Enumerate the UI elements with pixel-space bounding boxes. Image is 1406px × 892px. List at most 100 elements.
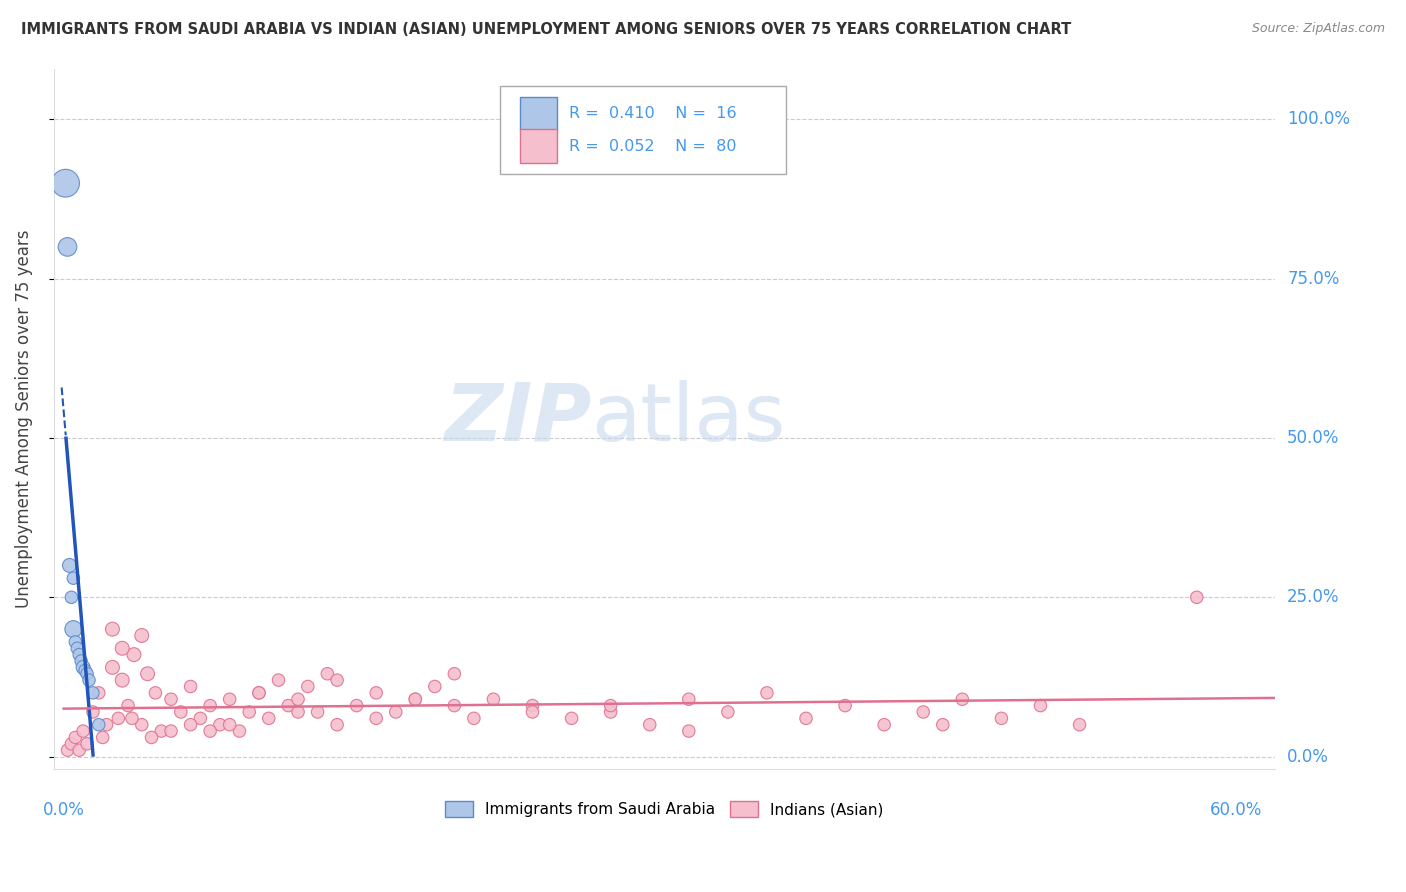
Point — [346, 698, 368, 713]
Point — [218, 717, 240, 731]
Point — [77, 673, 100, 687]
Point — [65, 635, 87, 649]
Point — [990, 711, 1012, 725]
Text: 25.0%: 25.0% — [1286, 589, 1340, 607]
Point — [60, 737, 83, 751]
Point — [717, 705, 740, 719]
Point — [121, 711, 143, 725]
Text: Source: ZipAtlas.com: Source: ZipAtlas.com — [1251, 22, 1385, 36]
Point — [70, 654, 93, 668]
Point — [72, 724, 94, 739]
Point — [316, 666, 339, 681]
Point — [443, 666, 465, 681]
Point — [307, 705, 329, 719]
Point — [794, 711, 817, 725]
Point — [160, 724, 183, 739]
Point — [111, 641, 134, 656]
Point — [678, 692, 700, 706]
Point — [136, 666, 159, 681]
Point — [111, 673, 134, 687]
Point — [150, 724, 173, 739]
Point — [599, 698, 621, 713]
Point — [107, 711, 129, 725]
FancyBboxPatch shape — [520, 129, 557, 163]
Point — [1029, 698, 1052, 713]
Point — [190, 711, 212, 725]
Y-axis label: Unemployment Among Seniors over 75 years: Unemployment Among Seniors over 75 years — [15, 229, 32, 608]
Point — [755, 686, 778, 700]
Point — [834, 698, 856, 713]
Point — [131, 717, 153, 731]
Point — [443, 698, 465, 713]
Point — [56, 240, 79, 254]
Point — [287, 692, 309, 706]
Text: IMMIGRANTS FROM SAUDI ARABIA VS INDIAN (ASIAN) UNEMPLOYMENT AMONG SENIORS OVER 7: IMMIGRANTS FROM SAUDI ARABIA VS INDIAN (… — [21, 22, 1071, 37]
Text: atlas: atlas — [591, 380, 786, 458]
Point — [1069, 717, 1091, 731]
Point — [76, 737, 98, 751]
Point — [67, 648, 90, 662]
Point — [117, 698, 139, 713]
Point — [122, 648, 145, 662]
Point — [62, 622, 84, 636]
Point — [404, 692, 426, 706]
Point — [82, 705, 104, 719]
Point — [267, 673, 290, 687]
Point — [65, 731, 87, 745]
Point — [247, 686, 270, 700]
Text: R =  0.052    N =  80: R = 0.052 N = 80 — [569, 139, 737, 153]
Point — [873, 717, 896, 731]
Point — [62, 571, 84, 585]
Point — [522, 705, 544, 719]
Point — [87, 686, 110, 700]
Point — [522, 698, 544, 713]
Point — [198, 698, 221, 713]
Point — [141, 731, 163, 745]
Point — [87, 717, 110, 731]
Point — [170, 705, 193, 719]
Point — [326, 717, 349, 731]
Point — [247, 686, 270, 700]
Point — [599, 705, 621, 719]
Point — [277, 698, 299, 713]
Legend: Immigrants from Saudi Arabia, Indians (Asian): Immigrants from Saudi Arabia, Indians (A… — [437, 794, 891, 825]
Point — [75, 664, 97, 678]
Point — [82, 686, 104, 700]
FancyBboxPatch shape — [520, 96, 557, 130]
Point — [218, 692, 240, 706]
Point — [257, 711, 280, 725]
Point — [366, 686, 388, 700]
Point — [66, 641, 89, 656]
FancyBboxPatch shape — [499, 86, 786, 174]
Point — [160, 692, 183, 706]
Point — [404, 692, 426, 706]
Point — [238, 705, 260, 719]
Text: 60.0%: 60.0% — [1209, 801, 1263, 819]
Point — [145, 686, 167, 700]
Point — [287, 705, 309, 719]
Point — [366, 711, 388, 725]
Point — [912, 705, 935, 719]
Point — [180, 717, 202, 731]
Point — [950, 692, 973, 706]
Point — [101, 660, 124, 674]
Point — [932, 717, 955, 731]
Point — [198, 724, 221, 739]
Point — [96, 717, 118, 731]
Point — [91, 731, 114, 745]
Point — [58, 558, 80, 573]
Point — [678, 724, 700, 739]
Text: 50.0%: 50.0% — [1286, 429, 1340, 447]
Point — [76, 666, 98, 681]
Point — [67, 743, 90, 757]
Point — [326, 673, 349, 687]
Point — [55, 176, 77, 190]
Point — [60, 591, 83, 605]
Point — [638, 717, 661, 731]
Text: 0.0%: 0.0% — [1286, 747, 1329, 765]
Text: 0.0%: 0.0% — [42, 801, 84, 819]
Point — [482, 692, 505, 706]
Point — [101, 622, 124, 636]
Text: 100.0%: 100.0% — [1286, 111, 1350, 128]
Point — [297, 680, 319, 694]
